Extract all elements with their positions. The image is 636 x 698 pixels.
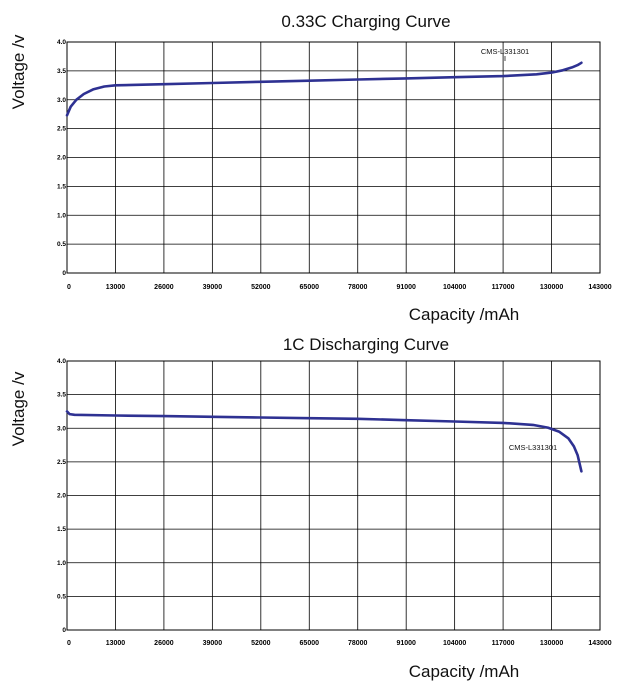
series-annotation: CMS-L331301 <box>509 443 557 452</box>
y-tick-label: 0.5 <box>57 593 66 600</box>
y-tick-label: 4.0 <box>57 39 66 46</box>
chart-title: 1C Discharging Curve <box>283 335 449 354</box>
x-tick-label: 104000 <box>443 284 466 291</box>
y-tick-label: 2.0 <box>57 493 66 500</box>
x-tick-label: 104000 <box>443 640 466 647</box>
chart-title: 0.33C Charging Curve <box>281 12 450 31</box>
x-axis-label: Capacity /mAh <box>409 662 520 681</box>
y-tick-label: 0.5 <box>57 241 66 248</box>
y-tick-label: 3.5 <box>57 68 66 75</box>
y-tick-label: 3.0 <box>57 97 66 104</box>
y-tick-label: 4.0 <box>57 358 66 365</box>
y-tick-label: 0 <box>62 627 66 634</box>
x-tick-label: 13000 <box>106 640 126 647</box>
x-tick-label: 78000 <box>348 284 368 291</box>
x-tick-label: 117000 <box>492 284 515 291</box>
x-tick-label: 26000 <box>154 284 174 291</box>
x-tick-label: 39000 <box>203 284 223 291</box>
series-line-1 <box>65 61 583 117</box>
y-tick-label: 2.5 <box>57 126 66 133</box>
x-tick-label: 78000 <box>348 640 368 647</box>
y-tick-label: 2.0 <box>57 155 66 162</box>
x-tick-label: 39000 <box>203 640 223 647</box>
y-tick-label: 3.5 <box>57 392 66 399</box>
y-tick-label: 1.5 <box>57 183 66 190</box>
series-annotation: CMS-L331301 <box>481 47 529 56</box>
x-tick-label: 0 <box>67 640 71 647</box>
x-tick-label: 65000 <box>300 640 320 647</box>
y-axis-label: Voltage /v <box>9 371 28 446</box>
x-tick-label: 65000 <box>300 284 320 291</box>
x-tick-label: 26000 <box>154 640 174 647</box>
x-tick-label: 13000 <box>106 284 126 291</box>
y-axis-label: Voltage /v <box>9 34 28 109</box>
x-tick-label: 130000 <box>540 640 563 647</box>
chart-2: 0 13000 26000 39000 52000 65000 78000 91000 1040… <box>9 335 612 681</box>
x-tick-label: 52000 <box>251 284 271 291</box>
x-tick-label: 143000 <box>588 640 611 647</box>
x-axis-label: Capacity /mAh <box>409 305 520 324</box>
y-tick-label: 3.0 <box>57 425 66 432</box>
x-tick-label: 130000 <box>540 284 563 291</box>
y-tick-label: 2.5 <box>57 459 66 466</box>
x-tick-label: 117000 <box>492 640 515 647</box>
x-tick-label: 91000 <box>396 640 416 647</box>
x-tick-label: 143000 <box>588 284 611 291</box>
x-tick-label: 0 <box>67 284 71 291</box>
x-tick-label: 52000 <box>251 640 271 647</box>
series-line-1 <box>65 410 583 473</box>
y-tick-label: 0 <box>62 270 66 277</box>
y-tick-label: 1.0 <box>57 212 66 219</box>
y-tick-label: 1.5 <box>57 526 66 533</box>
x-tick-label: 91000 <box>396 284 416 291</box>
y-tick-label: 1.0 <box>57 560 66 567</box>
chart-1: 0 13000 26000 39000 52000 65000 78000 91000 1040… <box>9 12 612 324</box>
